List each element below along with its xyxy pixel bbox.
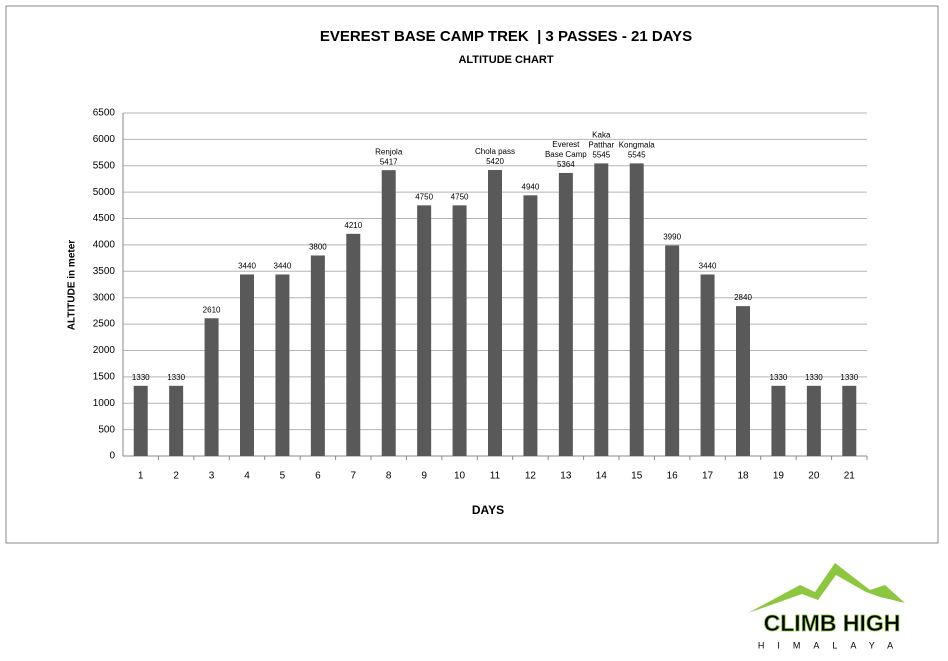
chart-title: EVEREST BASE CAMP TREK | 3 PASSES - 21 D… [320,28,692,45]
x-tick-label: 12 [525,471,537,482]
data-label: 4750 [415,192,433,201]
data-label: 3990 [663,233,681,242]
y-tick-label: 4500 [93,213,116,224]
x-tick-label: 7 [351,471,357,482]
point-annotation: Everest [552,140,580,149]
logo-subtitle: HIMALAYA [758,640,906,650]
point-annotation: Patthar [588,141,614,150]
bar [842,385,857,456]
data-label: 3440 [238,262,256,271]
bar [346,233,361,456]
x-tick-label: 2 [173,471,179,482]
point-annotation: Kongmala [619,141,656,150]
x-tick-label: 5 [280,471,286,482]
bar [169,385,184,456]
x-tick-label: 21 [844,471,856,482]
data-label: 2610 [203,305,221,314]
bar [452,205,467,456]
bar [275,274,290,456]
bar [204,318,219,456]
data-label: 2840 [734,293,752,302]
y-tick-label: 2000 [93,345,116,356]
chart-subtitle: ALTITUDE CHART [458,54,553,66]
bar [665,245,680,456]
bar [594,163,609,456]
point-annotation: Base Camp [545,150,587,159]
y-tick-label: 4000 [93,240,116,251]
y-tick-label: 500 [98,424,115,435]
bar [806,385,821,456]
x-tick-label: 17 [702,471,714,482]
bar [736,306,750,456]
point-annotation: Renjola [375,147,403,156]
data-label: 4940 [522,182,540,191]
bar [133,385,148,456]
y-tick-label: 0 [109,451,115,462]
x-tick-label: 18 [737,471,749,482]
point-annotation: Kaka [592,131,611,140]
x-tick-label: 14 [596,471,608,482]
data-label: 1330 [770,373,788,382]
bar [771,385,786,456]
data-label: 3800 [309,243,327,252]
point-annotation: Chola pass [475,147,515,156]
data-label: 5420 [486,157,504,166]
y-axis-label: ALTITUDE in meter [67,240,78,330]
data-label: 4210 [344,221,362,230]
data-label: 3440 [699,262,717,271]
x-tick-label: 19 [773,471,785,482]
bar [700,274,715,456]
data-label: 1330 [132,373,150,382]
data-label: 1330 [805,373,823,382]
logo: CLIMB HIGH HIMALAYA [748,563,906,650]
chart-frame [5,5,939,544]
y-tick-label: 3500 [93,266,116,277]
x-tick-label: 1 [138,471,144,482]
data-label: 5545 [628,151,646,160]
bar [417,205,432,456]
bar [310,255,325,456]
x-tick-label: 3 [209,471,215,482]
bar [558,172,573,456]
bar [629,163,644,456]
x-axis-label: DAYS [472,503,504,517]
data-label: 4750 [451,192,469,201]
x-tick-label: 4 [244,471,250,482]
logo-title: CLIMB HIGH [764,610,901,636]
data-label: 3440 [274,262,292,271]
bar [381,170,396,456]
bar [488,169,502,456]
x-tick-label: 13 [560,471,572,482]
data-label: 5545 [592,151,610,160]
y-tick-label: 2500 [93,319,116,330]
bar [523,195,538,456]
x-tick-label: 8 [386,471,392,482]
data-label: 5364 [557,160,575,169]
y-tick-label: 1500 [93,371,116,382]
x-tick-label: 10 [454,471,466,482]
x-tick-label: 11 [490,471,501,482]
data-label: 1330 [167,373,185,382]
x-tick-label: 15 [631,471,643,482]
x-tick-label: 6 [315,471,321,482]
y-tick-label: 6500 [93,108,116,119]
x-tick-label: 20 [808,471,820,482]
y-tick-label: 6000 [93,134,116,145]
x-tick-label: 9 [421,471,427,482]
bar [240,274,254,456]
data-label: 5417 [380,157,398,166]
logo-mountain [748,563,905,613]
x-tick-label: 16 [667,471,679,482]
y-tick-label: 1000 [93,398,116,409]
y-tick-label: 5500 [93,160,116,171]
y-tick-label: 3000 [93,292,116,303]
y-tick-label: 5000 [93,187,116,198]
data-label: 1330 [840,373,858,382]
